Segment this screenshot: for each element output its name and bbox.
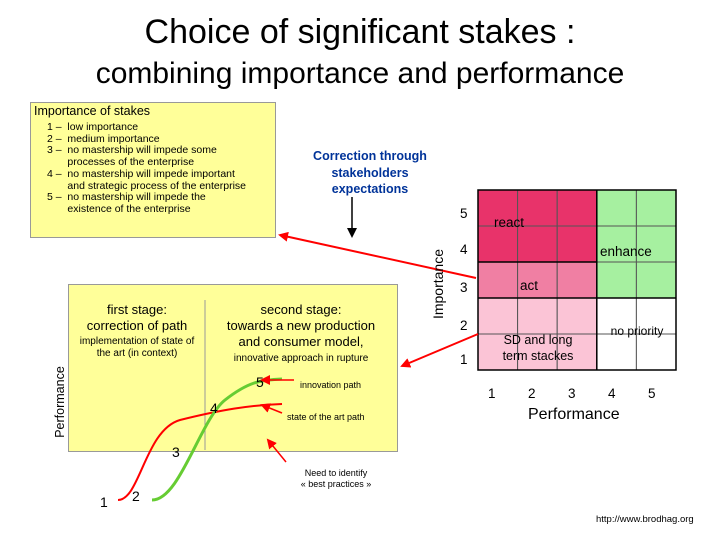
performance-link-arrow — [400, 333, 479, 368]
matrix-cell — [477, 261, 519, 299]
importance-legend-heading: Importance of stakes — [34, 104, 151, 118]
importance-link-arrow — [278, 231, 477, 279]
x-tick-4: 4 — [608, 386, 616, 401]
correction-note-line2: stakeholders — [331, 165, 409, 180]
matrix-cell — [556, 297, 598, 335]
best-practices-line2: « best practices » — [300, 479, 372, 489]
importance-legend-list: 1 – low importance 2 – medium importance… — [47, 121, 247, 216]
state-of-art-path-label: state of the art path — [287, 412, 365, 422]
best-practices-arrow — [266, 438, 287, 463]
first-stage-title: first stage: correction of path — [70, 302, 204, 334]
curve-stage-4: 4 — [210, 400, 218, 416]
importance-level-5-cont: existence of the enterprise — [47, 202, 191, 215]
matrix-cell — [596, 189, 637, 227]
footer-url: http://www.brodhag.org — [596, 514, 694, 525]
importance-level-3-cont: processes of the enterprise — [47, 156, 195, 169]
matrix-cell — [477, 225, 519, 263]
matrix-cell — [517, 333, 558, 371]
importance-level-1: 1 – low importance — [47, 121, 139, 133]
y-tick-4: 4 — [460, 242, 468, 257]
correction-note: Correction through stakeholders expectat… — [300, 148, 440, 198]
matrix-cell — [635, 225, 677, 263]
matrix-cell — [596, 297, 637, 335]
innovation-curve — [151, 377, 283, 502]
first-stage-line1: first stage: — [107, 302, 167, 317]
importance-level-3: 3 – no mastership will impede some — [47, 144, 217, 157]
matrix-cell — [477, 333, 519, 371]
performance-axis-title: Performance — [528, 406, 620, 423]
curve-stage-1: 1 — [100, 494, 108, 510]
performance-axis-label: Performance — [53, 366, 67, 438]
matrix-cell — [635, 261, 677, 299]
x-tick-5: 5 — [648, 386, 656, 401]
matrix-cell — [635, 189, 677, 227]
curve-stage-2: 2 — [132, 488, 140, 504]
y-tick-2: 2 — [460, 318, 468, 333]
page-title: Choice of significant stakes : — [144, 13, 576, 51]
second-stage-detail: innovative approach in rupture — [233, 353, 369, 364]
best-practices-line1: Need to identify — [304, 468, 368, 478]
matrix-cell — [635, 297, 677, 335]
matrix-cell — [517, 225, 558, 263]
importance-level-5: 5 – no mastership will impede the — [47, 191, 206, 204]
matrix-cell — [596, 261, 637, 299]
zone-act-label: act — [520, 278, 539, 293]
second-stage-line2: towards a new production — [226, 318, 376, 333]
correction-note-line1: Correction through — [313, 149, 427, 163]
performance-stages-box — [68, 284, 398, 452]
importance-axis-label: Importance — [430, 248, 446, 320]
first-stage-detail: implementation of state of the art (in c… — [70, 336, 204, 360]
state-of-art-curve — [117, 403, 283, 501]
matrix-cell — [517, 189, 558, 227]
matrix-cell — [596, 333, 637, 371]
importance-level-4-cont: and strategic process of the enterprise — [47, 179, 247, 192]
matrix-cell — [517, 297, 558, 335]
matrix-cell — [635, 333, 677, 371]
y-tick-3: 3 — [460, 280, 468, 295]
zone-enhance-label: enhance — [600, 244, 652, 259]
curve-stage-5: 5 — [256, 374, 264, 390]
curve-stage-3: 3 — [172, 444, 180, 460]
x-tick-1: 1 — [488, 386, 496, 401]
first-stage-line2: correction of path — [86, 318, 188, 333]
first-stage-detail2: the art (in context) — [96, 348, 178, 359]
zone-sd-label: SD and long term stackes — [482, 332, 594, 364]
page-subtitle: combining importance and performance — [95, 57, 625, 90]
x-tick-3: 3 — [568, 386, 576, 401]
matrix-cell — [556, 225, 598, 263]
zone-sd-line2: term stackes — [502, 349, 574, 363]
importance-level-2: 2 – medium importance — [47, 132, 160, 145]
x-tick-2: 2 — [528, 386, 536, 401]
y-tick-1: 1 — [460, 352, 468, 367]
first-stage-detail1: implementation of state of — [79, 336, 195, 347]
importance-legend-box — [30, 102, 276, 238]
matrix-cell — [556, 261, 598, 299]
innovation-path-label: innovation path — [300, 380, 362, 390]
importance-level-4: 4 – no mastership will impede important — [47, 167, 235, 180]
priority-matrix — [477, 189, 677, 371]
zone-react-label: react — [494, 215, 525, 230]
zone-sd-line1: SD and long — [503, 333, 573, 347]
y-tick-5: 5 — [460, 206, 468, 221]
second-stage-title: second stage: towards a new production a… — [208, 302, 394, 350]
zone-no-priority-label: no priority — [610, 324, 664, 338]
matrix-cell — [556, 189, 598, 227]
state-path-arrow — [260, 403, 283, 414]
second-stage-line1: second stage: — [260, 302, 342, 317]
second-stage-line3: and consumer model, — [238, 334, 364, 349]
best-practices-note: Need to identify « best practices » — [276, 468, 396, 490]
correction-note-line3: expectations — [331, 182, 409, 196]
matrix-cell — [477, 297, 519, 335]
